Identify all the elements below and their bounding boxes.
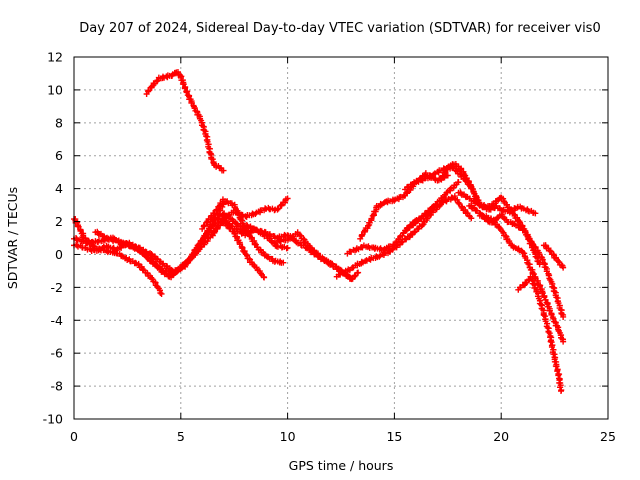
data-point	[368, 215, 375, 222]
data-point	[284, 244, 291, 251]
data-point	[546, 247, 553, 254]
data-point	[539, 256, 546, 263]
data-point	[528, 239, 535, 246]
x-tick-label: 20	[493, 429, 509, 444]
y-tick-label: -4	[51, 313, 64, 328]
y-tick-label: 6	[55, 148, 63, 163]
data-point	[183, 89, 190, 96]
data-point	[560, 313, 567, 320]
data-point	[187, 256, 194, 263]
y-tick-label: 12	[47, 50, 63, 65]
y-tick-label: -10	[43, 412, 63, 427]
data-point	[419, 222, 426, 229]
y-tick-label: -6	[51, 346, 64, 361]
y-tick-label: 4	[55, 181, 63, 196]
data-point	[203, 133, 210, 140]
data-point	[252, 210, 259, 217]
x-tick-label: 25	[600, 429, 616, 444]
data-point	[355, 269, 362, 276]
data-point	[157, 289, 164, 296]
data-point	[455, 200, 462, 207]
data-point	[532, 210, 539, 217]
data-point	[558, 388, 565, 395]
data-point	[220, 167, 227, 174]
x-axis-label: GPS time / hours	[289, 458, 394, 473]
series-s1	[71, 216, 165, 297]
data-points	[71, 69, 567, 395]
data-point	[284, 195, 291, 202]
data-point	[531, 271, 538, 278]
data-point	[557, 384, 564, 391]
ticks: 0 5 10 15 20 25 -10 -8 -6 -4 -2 0 2 4 6 8 10 12	[43, 50, 616, 445]
data-point	[560, 264, 567, 271]
series-s20	[515, 273, 565, 395]
x-tick-label: 15	[386, 429, 402, 444]
data-point	[394, 242, 401, 249]
data-point	[454, 196, 461, 203]
chart-title: Day 207 of 2024, Sidereal Day-to-day VTE…	[79, 21, 600, 36]
x-tick-label: 10	[280, 429, 296, 444]
data-point	[261, 274, 268, 281]
plot-border	[73, 56, 609, 420]
data-point	[455, 179, 462, 186]
series-s8	[220, 219, 268, 281]
data-point	[429, 203, 436, 210]
data-point	[158, 290, 165, 297]
data-point	[377, 200, 384, 207]
series-s14	[402, 203, 436, 234]
data-point	[376, 253, 383, 260]
data-point	[335, 265, 342, 272]
data-point	[391, 197, 398, 204]
y-tick-label: 2	[55, 214, 63, 229]
data-point	[555, 372, 562, 379]
data-point	[424, 211, 431, 218]
data-point	[496, 224, 503, 231]
x-tick-label: 0	[70, 429, 78, 444]
y-tick-label: 8	[55, 115, 63, 130]
y-tick-label: 0	[55, 247, 63, 262]
y-tick-label: 10	[47, 82, 63, 97]
y-axis-label: SDTVAR / TECUs	[5, 187, 20, 289]
data-point	[139, 249, 146, 256]
data-point	[320, 256, 327, 263]
data-point	[536, 261, 543, 268]
data-point	[468, 215, 475, 222]
data-point	[271, 207, 278, 214]
data-point	[365, 222, 372, 229]
series-s21	[540, 242, 567, 271]
series-s7	[209, 195, 291, 239]
x-tick-label: 5	[177, 429, 185, 444]
y-tick-label: -8	[51, 379, 64, 394]
y-tick-label: -2	[51, 280, 63, 295]
data-point	[197, 244, 204, 251]
series-s19	[476, 211, 567, 345]
data-point	[151, 261, 158, 268]
data-point	[554, 368, 561, 375]
data-point	[545, 328, 552, 335]
series-s4	[143, 69, 227, 174]
data-point	[550, 315, 557, 322]
data-point	[280, 259, 287, 266]
data-point	[560, 338, 567, 345]
data-point	[300, 235, 307, 242]
grid	[74, 57, 608, 419]
data-point	[540, 312, 547, 319]
data-point	[542, 296, 549, 303]
